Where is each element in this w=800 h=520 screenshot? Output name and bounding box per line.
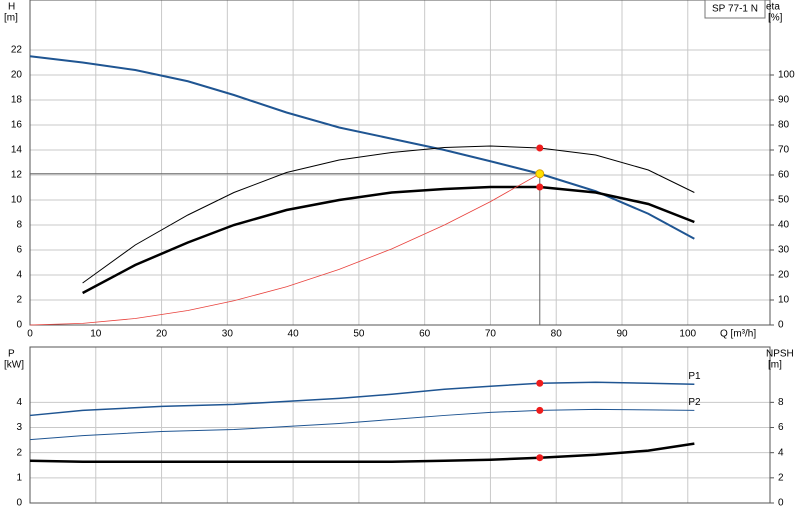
plot-frame — [29, 0, 771, 326]
y2-tick-label: 60 — [778, 170, 790, 181]
duty-dot — [536, 454, 544, 462]
duty-dot — [536, 406, 544, 414]
y-tick-label: 10 — [11, 195, 23, 206]
y-tick-label: 4 — [16, 270, 22, 281]
y2-tick-label: 0 — [778, 320, 784, 331]
y2-tick-label: 70 — [778, 145, 790, 156]
y2-tick-label: 6 — [778, 422, 784, 433]
duty-dot — [536, 379, 544, 387]
x-tick-label: 0 — [27, 329, 33, 340]
x-tick-label: 50 — [353, 329, 365, 340]
y-tick-label: 1 — [16, 472, 22, 483]
y2-axis-unit: [m] — [768, 360, 782, 371]
x-tick-label: 70 — [485, 329, 497, 340]
y-tick-label: 4 — [16, 397, 22, 408]
x-tick-label: 20 — [156, 329, 168, 340]
duty-point — [535, 169, 545, 179]
plot-frame — [29, 346, 771, 504]
curve — [29, 173, 540, 326]
y2-axis-label: NPSH — [766, 349, 794, 360]
y-axis-label: H — [8, 2, 15, 13]
y2-axis-unit: [%] — [768, 13, 783, 24]
y2-tick-label: 30 — [778, 245, 790, 256]
x-tick-label: 100 — [679, 329, 696, 340]
y-axis-unit: [kW] — [4, 360, 24, 371]
y-tick-label: 20 — [11, 70, 23, 81]
y-tick-label: 2 — [16, 447, 22, 458]
y-tick-label: 22 — [11, 45, 23, 56]
curve — [29, 55, 695, 240]
curve — [29, 408, 695, 441]
x-tick-label: 10 — [90, 329, 102, 340]
curve-label: P2 — [688, 397, 701, 408]
x-tick-label: 30 — [222, 329, 234, 340]
curve — [82, 145, 695, 284]
label-box — [704, 0, 766, 19]
y-tick-label: 12 — [11, 170, 23, 181]
x-tick-label: 40 — [288, 329, 300, 340]
y-tick-label: 18 — [11, 95, 23, 106]
y-tick-label: 8 — [16, 220, 22, 231]
curve-label: P1 — [688, 371, 701, 382]
curve — [29, 381, 695, 417]
y-tick-label: 14 — [11, 145, 23, 156]
y-tick-label: 3 — [16, 422, 22, 433]
duty-dot — [536, 183, 544, 191]
y2-tick-label: 100 — [778, 70, 795, 81]
curve — [29, 442, 695, 463]
x-axis-label: Q [m³/h] — [720, 329, 756, 340]
y2-tick-label: 8 — [778, 397, 784, 408]
x-tick-label: 60 — [419, 329, 431, 340]
y2-tick-label: 20 — [778, 270, 790, 281]
y2-tick-label: 10 — [778, 295, 790, 306]
y-tick-label: 0 — [16, 498, 22, 509]
y-tick-label: 2 — [16, 295, 22, 306]
x-tick-label: 80 — [551, 329, 563, 340]
y2-tick-label: 50 — [778, 195, 790, 206]
y2-tick-label: 80 — [778, 120, 790, 131]
y2-axis-label: eta — [766, 2, 780, 13]
x-tick-label: 90 — [616, 329, 628, 340]
y2-tick-label: 4 — [778, 447, 784, 458]
y-tick-label: 6 — [16, 245, 22, 256]
y-axis-unit: [m] — [4, 13, 18, 24]
y2-tick-label: 0 — [778, 498, 784, 509]
y2-tick-label: 90 — [778, 95, 790, 106]
pump-label: SP 77-1 N — [712, 4, 758, 15]
y2-tick-label: 40 — [778, 220, 790, 231]
y2-tick-label: 2 — [778, 472, 784, 483]
y-tick-label: 16 — [11, 120, 23, 131]
duty-dot — [536, 144, 544, 152]
y-axis-label: P — [8, 349, 15, 360]
curve — [82, 185, 695, 295]
y-tick-label: 0 — [16, 320, 22, 331]
